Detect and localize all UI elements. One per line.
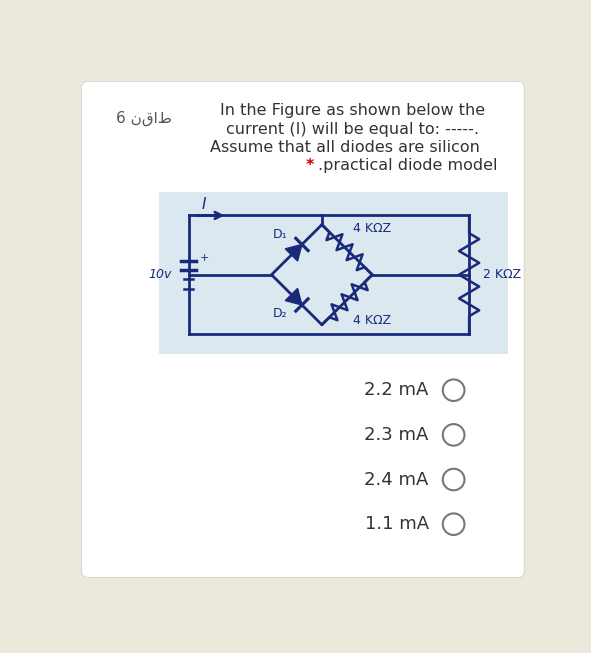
Text: 10v: 10v <box>148 268 171 281</box>
Polygon shape <box>285 244 302 261</box>
Text: *: * <box>306 158 314 173</box>
Text: 6 نقاط: 6 نقاط <box>116 111 171 126</box>
Text: 2.2 mA: 2.2 mA <box>365 381 429 399</box>
Text: .practical diode model: .practical diode model <box>318 158 498 173</box>
Text: 2 KΩZ: 2 KΩZ <box>483 268 521 281</box>
Text: 4 KΩZ: 4 KΩZ <box>353 314 391 327</box>
Text: 4 KΩZ: 4 KΩZ <box>353 222 391 235</box>
FancyBboxPatch shape <box>159 193 508 354</box>
Text: D₂: D₂ <box>272 307 287 320</box>
Text: I: I <box>202 197 206 212</box>
Text: In the Figure as shown below the: In the Figure as shown below the <box>220 103 485 118</box>
Text: Assume that all diodes are silicon: Assume that all diodes are silicon <box>210 140 480 155</box>
Text: 2.3 mA: 2.3 mA <box>365 426 429 444</box>
Text: 2.4 mA: 2.4 mA <box>365 471 429 488</box>
FancyBboxPatch shape <box>82 82 524 577</box>
Text: current (I) will be equal to: -----.: current (I) will be equal to: -----. <box>226 121 479 136</box>
Text: +: + <box>199 253 209 263</box>
Text: 1.1 mA: 1.1 mA <box>365 515 429 534</box>
Text: D₁: D₁ <box>272 228 287 241</box>
Polygon shape <box>285 289 302 305</box>
